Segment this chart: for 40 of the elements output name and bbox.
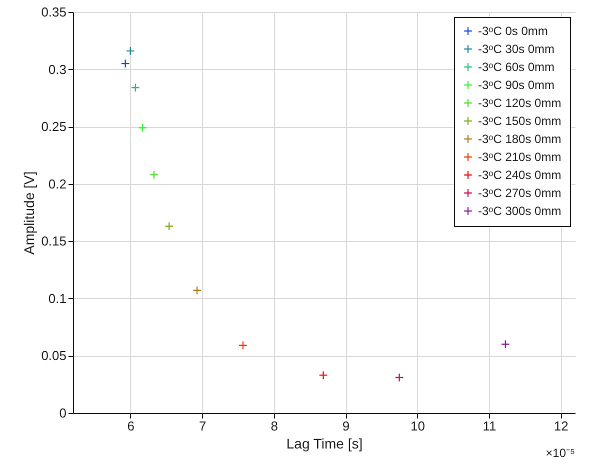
x-tick-label: 7 (198, 418, 206, 434)
y-tick-label: 0.2 (48, 176, 66, 192)
legend-label: -3ᵒC 60s 0mm (478, 60, 555, 74)
point (318, 370, 328, 380)
x-tick-label: 6 (127, 418, 134, 434)
y-tick-label: 0.05 (41, 348, 66, 364)
y-tick-label: 0.3 (48, 62, 66, 77)
legend-label: -3ᵒC 180s 0mm (478, 132, 562, 146)
legend-label: -3ᵒC 300s 0mm (478, 204, 562, 218)
y-tick-label: 0 (59, 406, 66, 420)
text: ×10⁻⁵ (546, 446, 576, 460)
legend-label: -3ᵒC 90s 0mm (478, 78, 555, 92)
x-tick-label: 12 (554, 418, 568, 434)
x-tick-label: 10 (410, 418, 425, 434)
x-tick-label: 9 (342, 418, 350, 434)
point (500, 340, 510, 349)
point (138, 123, 148, 132)
x-tick-label: 8 (270, 418, 278, 434)
point (238, 340, 248, 350)
legend-label: -3ᵒC 210s 0mm (478, 150, 562, 164)
point (120, 59, 130, 68)
point (192, 286, 202, 295)
x-axis-title: Lag Time [s] (286, 436, 363, 452)
legend-label: -3ᵒC 30s 0mm (478, 42, 555, 56)
point (394, 373, 404, 382)
y-tick-label: 0.25 (41, 119, 66, 134)
legend-label: -3ᵒC 0s 0mm (478, 24, 548, 38)
legend-label: -3ᵒC 270s 0mm (478, 186, 562, 200)
x-tick-label: 11 (482, 418, 496, 434)
y-tick-label: 0.15 (41, 234, 66, 249)
legend-label: -3ᵒC 150s 0mm (478, 114, 562, 128)
legend-label: -3ᵒC 120s 0mm (478, 96, 562, 110)
point (130, 83, 140, 92)
point (164, 222, 174, 231)
y-tick-label: 0.35 (41, 4, 66, 20)
legend-label: -3ᵒC 240s 0mm (478, 168, 562, 182)
y-tick-label: 0.1 (48, 290, 66, 306)
point (150, 170, 159, 180)
y-axis-title: Amplitude [V] (21, 171, 38, 255)
point (126, 46, 135, 56)
